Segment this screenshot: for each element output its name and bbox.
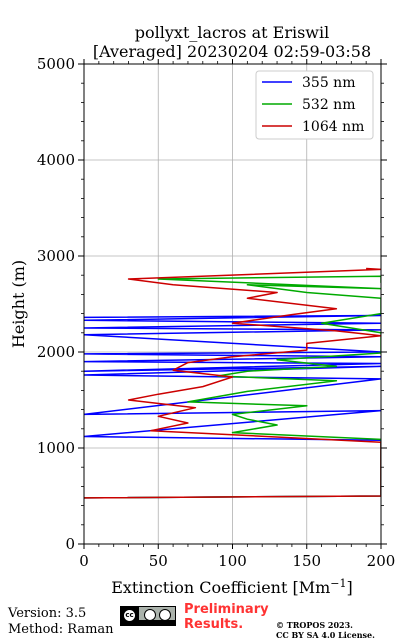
preliminary-line1: Preliminary <box>184 602 269 617</box>
y-tick-label-4000: 4000 <box>37 151 75 169</box>
legend-label-532: 532 nm <box>302 97 355 113</box>
extinction-profile-chart: pollyxt_lacros at Eriswil [Averaged] 202… <box>9 23 396 597</box>
series-line-1064-nm <box>84 267 381 499</box>
x-tick-label-150: 150 <box>292 552 321 570</box>
version-info: Version: 3.5 Method: Raman <box>8 606 114 638</box>
legend: 355 nm 532 nm 1064 nm <box>255 70 374 140</box>
chart-title-line1: pollyxt_lacros at Eriswil <box>135 23 329 42</box>
version-text: Version: 3.5 <box>8 606 87 621</box>
x-tick-label-200: 200 <box>367 552 396 570</box>
legend-box <box>255 70 374 140</box>
grid-lines <box>84 64 381 544</box>
legend-label-355: 355 nm <box>302 75 355 91</box>
chart-title-line2: [Averaged] 20230204 02:59-03:58 <box>93 42 371 61</box>
y-axis-label: Height (m) <box>9 260 28 348</box>
x-tick-label-0: 0 <box>79 552 89 570</box>
series-line-355-nm <box>84 314 381 499</box>
y-tick-label-5000: 5000 <box>37 55 75 73</box>
cc-license-badge: cc <box>120 606 176 626</box>
x-tick-label-50: 50 <box>149 552 168 570</box>
y-tick-label-3000: 3000 <box>37 247 75 265</box>
x-tick-label-100: 100 <box>218 552 247 570</box>
series-line-532-nm <box>84 275 381 499</box>
plot-series <box>84 267 381 499</box>
x-axis-label: Extinction Coefficient [Mm−1] <box>111 577 353 597</box>
copyright-notice: © TROPOS 2023. CC BY SA 4.0 License. <box>276 620 375 640</box>
y-tick-label-2000: 2000 <box>37 343 75 361</box>
method-text: Method: Raman <box>8 622 114 637</box>
y-tick-label-0: 0 <box>65 535 75 553</box>
preliminary-line2: Results. <box>184 617 244 632</box>
y-tick-label-1000: 1000 <box>37 439 75 457</box>
legend-label-1064: 1064 nm <box>302 119 364 135</box>
cc-icon: cc <box>123 609 136 622</box>
preliminary-notice: Preliminary Results. <box>184 602 269 632</box>
copyright-text: © TROPOS 2023. <box>276 620 353 630</box>
license-text: CC BY SA 4.0 License. <box>276 630 375 640</box>
